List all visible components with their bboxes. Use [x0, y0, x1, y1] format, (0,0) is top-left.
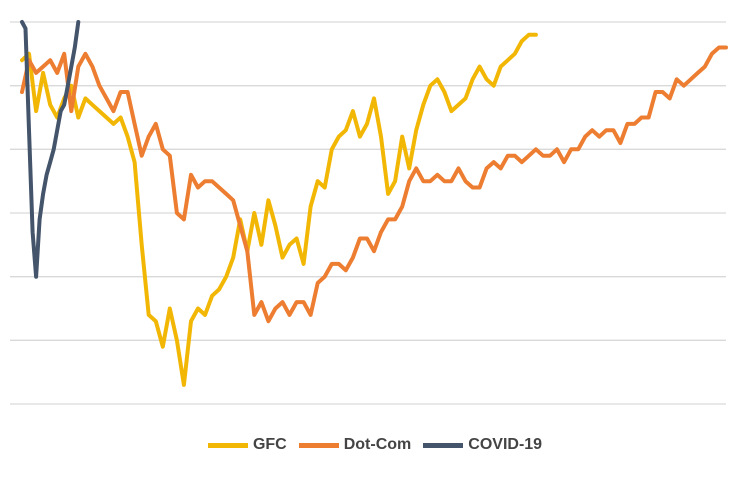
legend-label-gfc: GFC: [252, 436, 287, 453]
legend-label-covid-19: COVID-19: [468, 436, 543, 453]
legend-item-dot-com: Dot-Com: [298, 436, 412, 454]
legend-item-covid-19: COVID-19: [423, 436, 542, 454]
line-chart: [10, 20, 728, 405]
series-line-dot-com: [20, 45, 728, 324]
legend: GFC Dot-Com COVID-19: [0, 436, 750, 454]
gridlines: [10, 21, 726, 405]
legend-label-dot-com: Dot-Com: [343, 436, 412, 453]
series-lines: [20, 20, 728, 387]
legend-item-gfc: GFC: [207, 436, 287, 454]
legend-swatch-covid-19: [423, 442, 464, 448]
series-line-covid-19: [20, 20, 81, 279]
legend-swatch-gfc: [207, 442, 248, 448]
legend-swatch-dot-com: [298, 442, 339, 448]
series-line-gfc: [20, 32, 538, 387]
